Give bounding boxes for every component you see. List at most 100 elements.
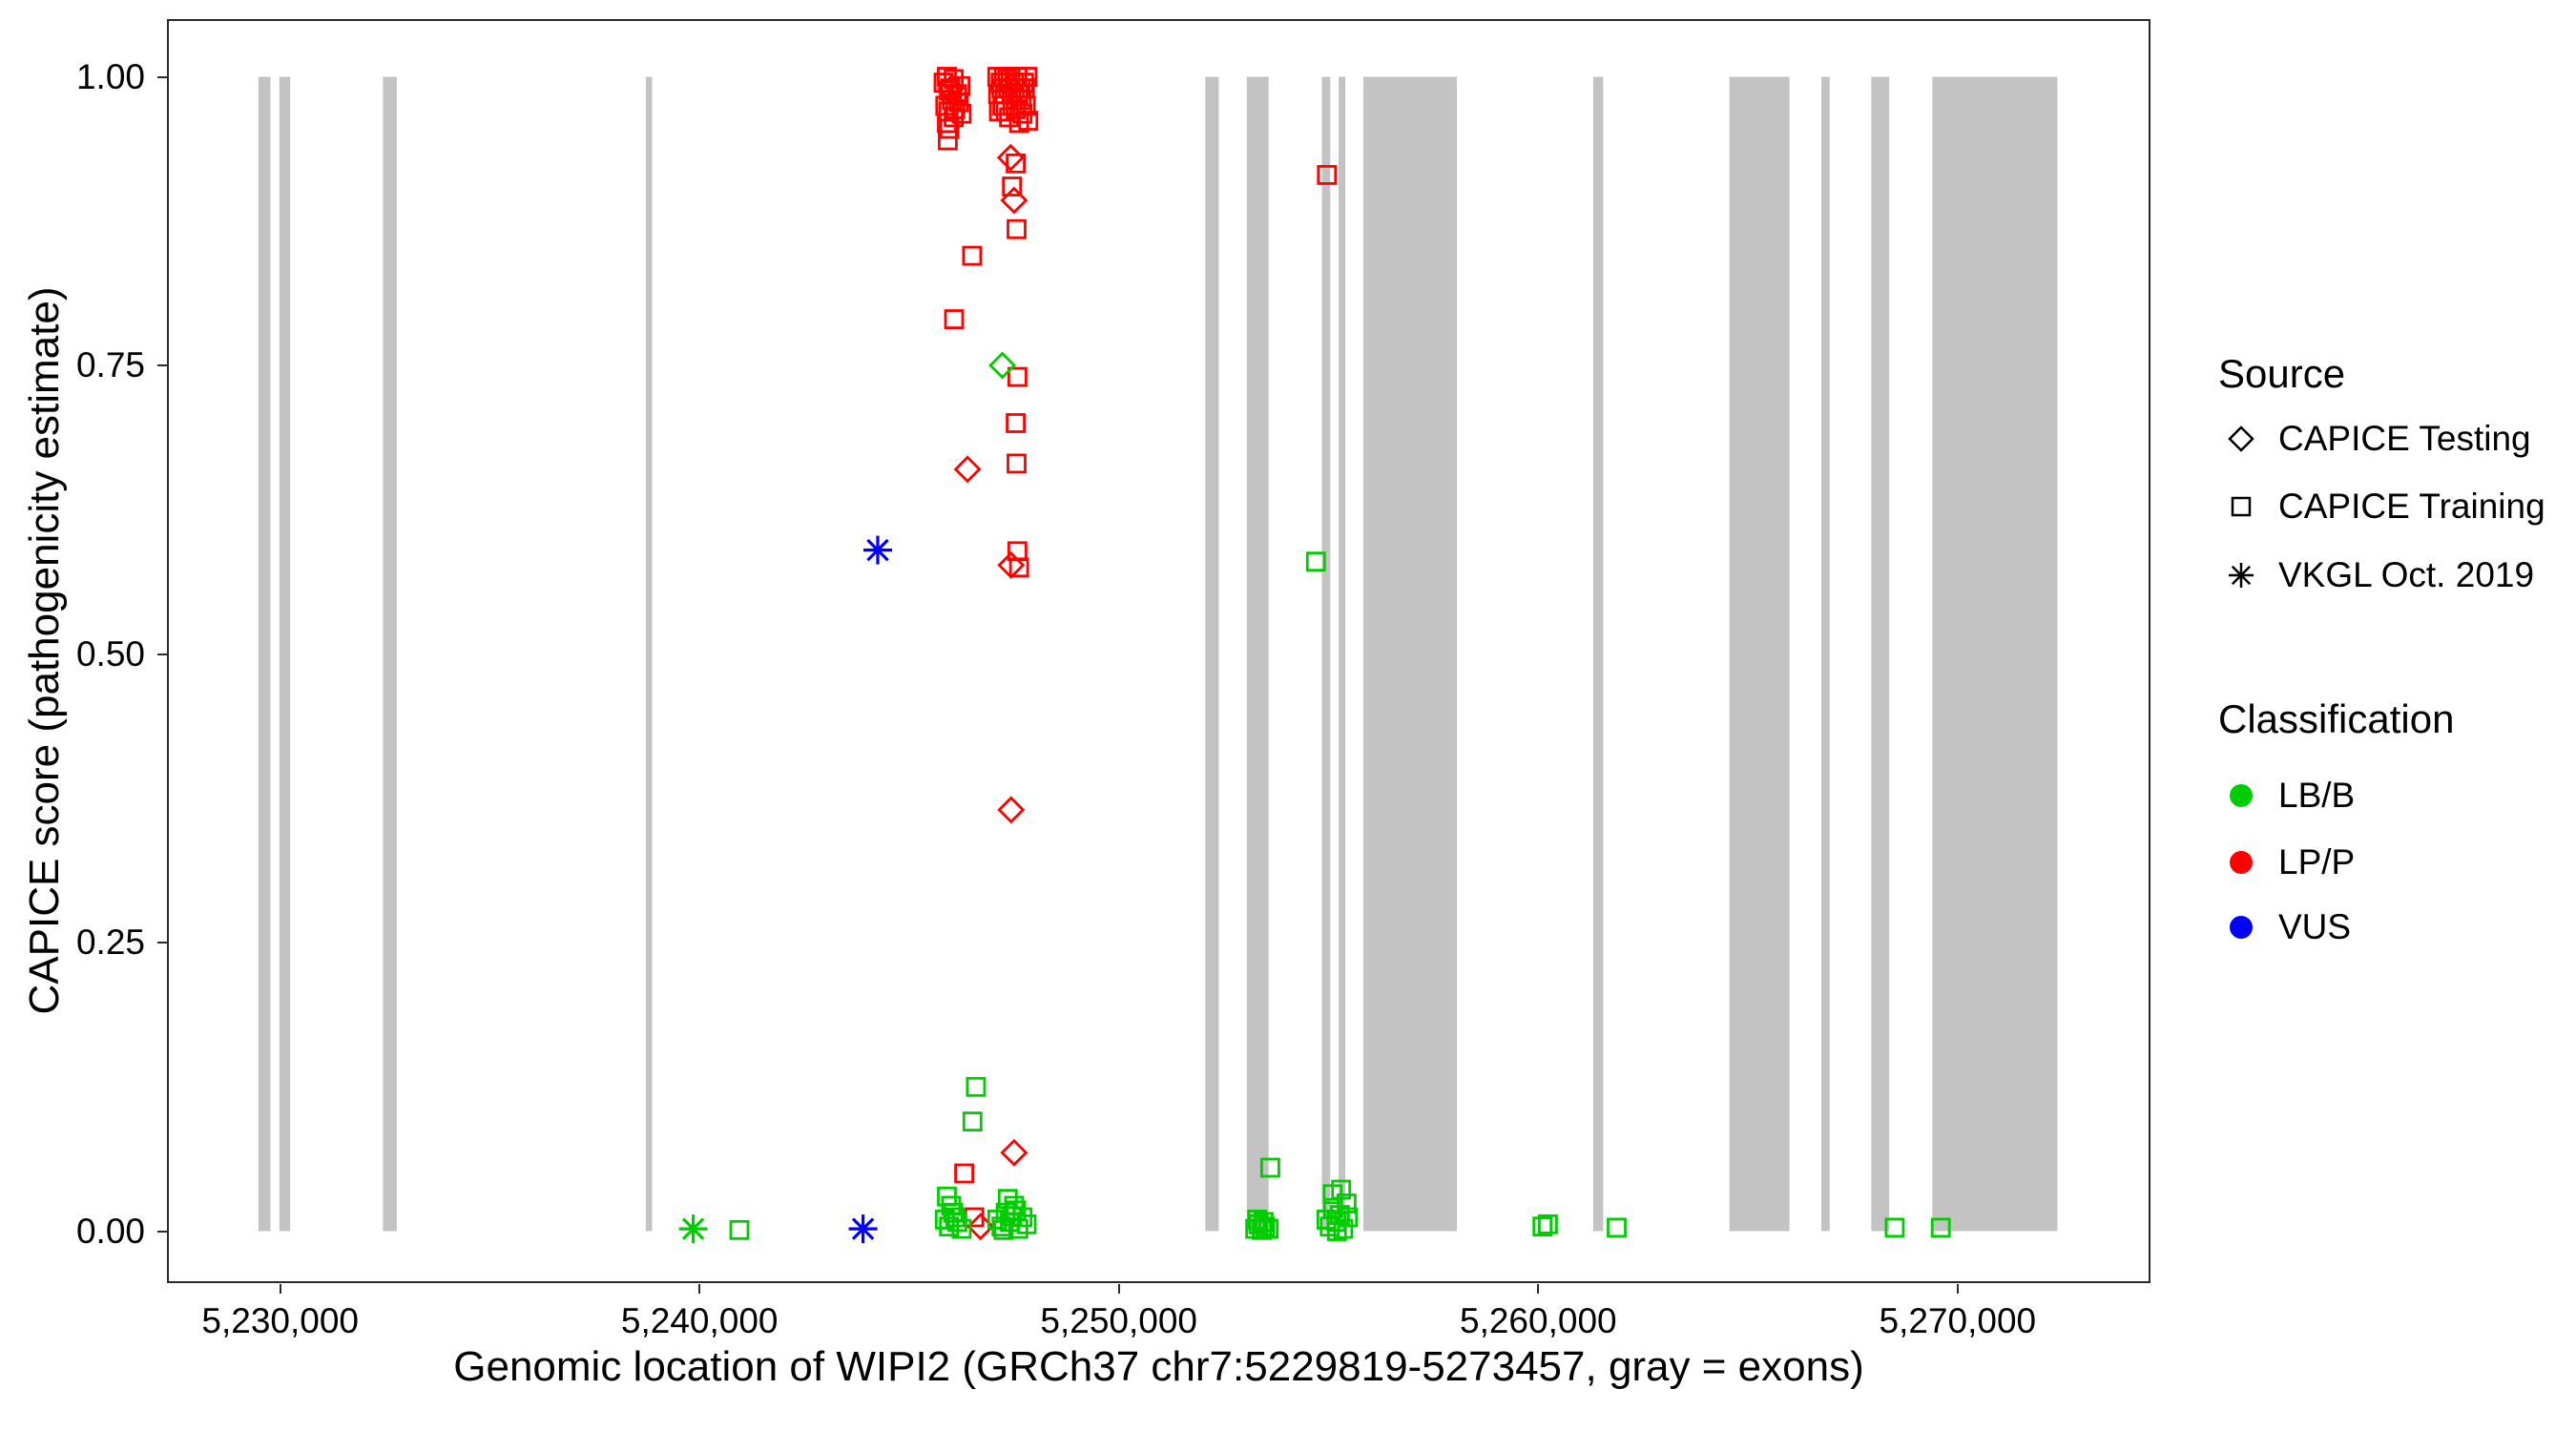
y-tick-mark [157, 653, 167, 655]
point-square [1247, 1210, 1268, 1230]
point-square [944, 309, 965, 330]
x-tick-mark [1117, 1284, 1120, 1294]
x-tick-label: 5,270,000 [1879, 1301, 2037, 1340]
point-square [944, 69, 964, 90]
x-tick-label: 5,240,000 [620, 1301, 779, 1340]
exon-band [279, 76, 291, 1232]
point-square [1607, 1217, 1627, 1238]
y-tick-label: 1.00 [75, 56, 145, 96]
point-square [1532, 1216, 1553, 1237]
point-square [962, 1111, 983, 1131]
point-diamond [1000, 1138, 1028, 1167]
lbb-color-dot [2230, 784, 2253, 807]
point-square [1002, 1206, 1023, 1227]
point-square [1007, 453, 1027, 474]
point-square [1006, 413, 1026, 433]
exon-band [1205, 76, 1219, 1232]
point-square [992, 95, 1012, 116]
point-square [966, 1076, 987, 1097]
point-square [1338, 1207, 1359, 1228]
legend-item-label: LP/P [2278, 842, 2356, 881]
exon-band [1339, 76, 1346, 1232]
x-tick-label: 5,230,000 [201, 1301, 359, 1340]
exon-band [1321, 76, 1331, 1232]
legend-item-lbb: LB/B [2225, 773, 2355, 819]
exon-band [645, 76, 653, 1232]
legend-item-label: CAPICE Training [2278, 487, 2545, 526]
point-square [1002, 176, 1023, 197]
point-square [1008, 366, 1028, 387]
x-axis-title: Genomic location of WIPI2 (GRCh37 chr7:5… [453, 1343, 1864, 1390]
point-diamond [988, 351, 1017, 380]
point-square [962, 245, 983, 266]
legend-classification-title: Classification [2218, 696, 2455, 741]
point-square [1538, 1213, 1558, 1234]
point-asterisk [863, 535, 892, 565]
point-square [1930, 1217, 1951, 1238]
legend-item-lpp: LP/P [2225, 840, 2355, 885]
x-tick-mark [279, 1284, 281, 1294]
square-icon [2225, 490, 2257, 523]
point-square [945, 1207, 966, 1228]
point-square [1006, 1200, 1027, 1221]
y-tick-mark [157, 75, 167, 78]
point-diamond [997, 796, 1026, 824]
point-diamond [953, 455, 982, 484]
y-tick-mark [157, 1230, 167, 1233]
point-diamond [937, 74, 966, 103]
diamond-icon [2225, 423, 2257, 455]
legend-item-label: LB/B [2278, 776, 2356, 815]
point-square [1008, 541, 1028, 562]
y-tick-mark [157, 942, 167, 944]
vus-color-dot [2230, 916, 2253, 939]
point-square [951, 1218, 972, 1239]
x-tick-mark [1537, 1284, 1540, 1294]
point-square [951, 103, 972, 124]
y-tick-label: 0.75 [75, 345, 145, 384]
point-square [729, 1219, 750, 1240]
point-square [1006, 153, 1026, 174]
legend-item-vus: VUS [2225, 904, 2351, 950]
y-tick-label: 0.50 [75, 633, 145, 674]
point-square [1260, 1157, 1280, 1178]
point-square [1015, 95, 1036, 116]
panel-border [167, 19, 2150, 1283]
point-square [1331, 1179, 1352, 1200]
point-square [937, 1186, 957, 1207]
point-square [1884, 1217, 1905, 1238]
point-diamond [996, 143, 1025, 172]
legend-item-label: CAPICE Testing [2278, 419, 2531, 458]
x-tick-label: 5,260,000 [1459, 1301, 1617, 1340]
point-square [1018, 111, 1039, 131]
x-tick-label: 5,250,000 [1040, 1301, 1197, 1340]
exon-band [383, 76, 397, 1232]
point-square [938, 130, 958, 151]
point-diamond [1000, 186, 1028, 215]
point-square [1305, 551, 1326, 572]
x-tick-mark [1956, 1284, 1959, 1294]
legend-item-label: VUS [2278, 907, 2352, 946]
point-square [954, 1163, 974, 1184]
exon-band [1246, 76, 1269, 1232]
y-tick-mark [157, 364, 167, 366]
legend-item-vkgl: VKGL Oct. 2019 [2225, 552, 2534, 598]
legend-source-title: Source [2218, 351, 2346, 396]
point-square [964, 1207, 985, 1228]
point-square [939, 118, 960, 139]
point-diamond [997, 550, 1026, 579]
point-asterisk [848, 1214, 878, 1244]
exon-band [1363, 76, 1457, 1232]
point-square [1317, 164, 1338, 185]
asterisk-icon [2225, 559, 2257, 591]
legend-item-label: VKGL Oct. 2019 [2278, 555, 2535, 594]
point-square [1006, 99, 1026, 119]
point-diamond [996, 72, 1024, 100]
exon-band [1821, 76, 1830, 1232]
exon-band [1932, 76, 2058, 1232]
y-tick-label: 0.00 [75, 1211, 145, 1251]
x-tick-mark [698, 1284, 701, 1294]
exon-band [1592, 76, 1604, 1232]
legend-item-capice-testing: CAPICE Testing [2225, 416, 2531, 462]
point-square [1008, 557, 1029, 578]
